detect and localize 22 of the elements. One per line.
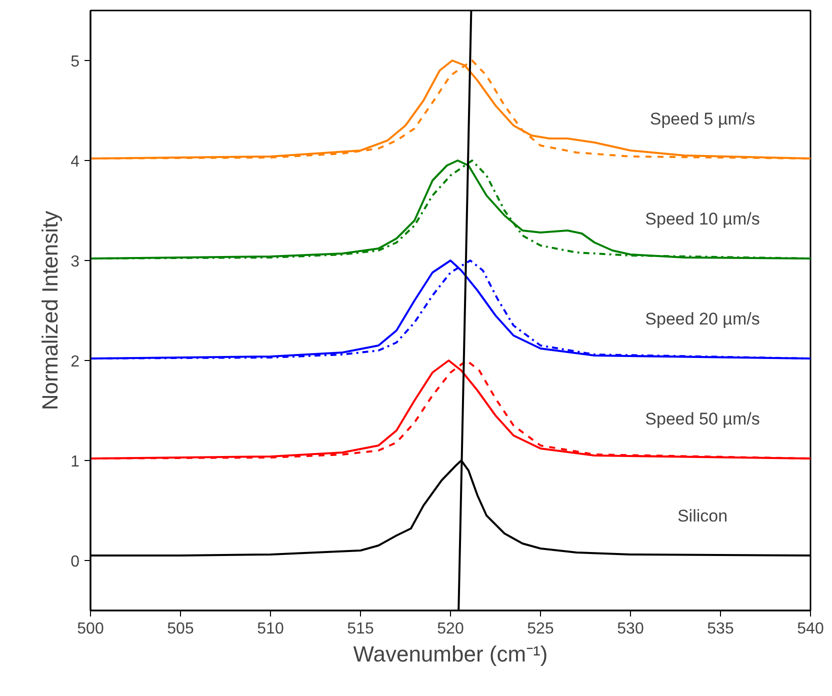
x-tick-label: 535 [707, 620, 734, 638]
x-tick-label: 510 [257, 620, 284, 638]
y-axis-title: Normalized Intensity [38, 210, 63, 410]
x-tick-label: 505 [167, 620, 194, 638]
y-tick-label: 2 [70, 354, 80, 370]
x-tick-label: 515 [347, 620, 374, 638]
x-axis-title: Wavenumber (cm⁻¹) [353, 642, 548, 666]
y-tick-label: 4 [70, 154, 80, 170]
x-tick-label: 500 [77, 620, 104, 638]
series-label: Speed 50 µm/s [645, 410, 760, 428]
series-label: Speed 5 µm/s [650, 110, 756, 128]
series-label: Silicon [677, 506, 728, 526]
series-label: Speed 10 µm/s [645, 210, 760, 228]
x-tick-label: 525 [527, 620, 554, 638]
y-tick-label: 3 [70, 254, 80, 270]
x-tick-label: 540 [797, 620, 824, 638]
x-tick-label: 530 [617, 620, 644, 638]
y-tick-label: 5 [70, 54, 80, 70]
y-tick-label: 0 [70, 554, 80, 570]
series-label: Speed 20 µm/s [645, 310, 760, 328]
x-tick-label: 520 [437, 620, 464, 638]
y-tick-label: 1 [70, 454, 80, 470]
